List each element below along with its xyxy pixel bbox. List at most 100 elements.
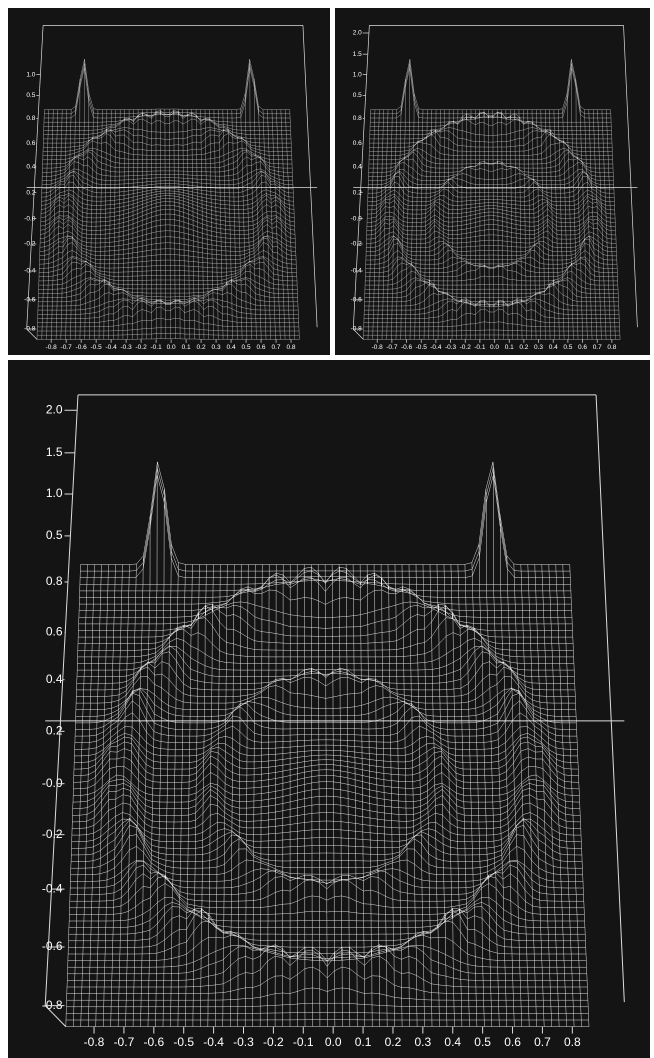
- mesh-line: [548, 564, 567, 1027]
- mesh-line: [200, 109, 205, 340]
- mesh-line: [42, 147, 292, 160]
- mesh-line: [271, 109, 281, 340]
- mesh-line: [359, 564, 366, 1027]
- mesh-line: [42, 156, 293, 173]
- mesh-line: [415, 564, 425, 1027]
- mesh-line: [368, 150, 613, 165]
- mesh-line: [520, 564, 537, 1027]
- mesh-line: [178, 109, 181, 339]
- mesh-line: [364, 284, 619, 302]
- mesh-line: [137, 109, 139, 340]
- mesh-line: [71, 819, 582, 856]
- surface-plot: 1.00.50.80.60.40.2-0.0-0.2-0.4-0.6-0.8-0…: [24, 25, 318, 351]
- mesh-line: [41, 194, 295, 210]
- y-tick-label: 0.2: [46, 724, 63, 738]
- mesh-line: [40, 201, 295, 219]
- mesh-line: [369, 130, 612, 144]
- mesh-line: [43, 110, 291, 127]
- mesh-line: [67, 949, 588, 988]
- mesh-line: [370, 112, 612, 127]
- mesh-line: [43, 111, 291, 131]
- mesh-line: [370, 116, 612, 123]
- mesh-line: [367, 196, 615, 211]
- y-tick-label: -0.0: [351, 215, 363, 222]
- mesh-line: [38, 263, 297, 282]
- x-tick-label: -0.1: [293, 1035, 314, 1049]
- mesh-line: [369, 127, 612, 140]
- mesh-line: [400, 78, 406, 340]
- mesh-line: [46, 109, 54, 340]
- mesh-line: [79, 59, 85, 340]
- x-tick-label: -0.1: [150, 344, 162, 351]
- x-tick-label: 0.8: [607, 344, 616, 351]
- mesh-line: [253, 78, 262, 340]
- y-tick-label: 0.8: [26, 115, 35, 122]
- mesh-line: [71, 818, 582, 843]
- mesh-line: [366, 215, 616, 227]
- x-tick-label: 0.0: [490, 344, 499, 351]
- mesh-line: [42, 150, 292, 165]
- mesh-line: [408, 564, 418, 1027]
- x-tick-label: -0.4: [106, 344, 118, 351]
- x-tick-label: -0.8: [46, 344, 58, 351]
- panel-bg: [8, 8, 330, 355]
- mesh-line: [370, 67, 611, 119]
- y-tick-label: 1.0: [46, 486, 63, 500]
- mesh-line: [37, 306, 299, 323]
- y-tick-label: 0.4: [26, 164, 35, 171]
- y-tick-label: 2.0: [353, 30, 362, 37]
- panel-bg: [8, 360, 650, 1058]
- mesh-line: [428, 109, 432, 340]
- x-tick-label: 0.0: [167, 344, 176, 351]
- x-tick-label: 0.1: [355, 1035, 372, 1049]
- x-tick-label: -0.2: [136, 344, 148, 351]
- mesh-line: [70, 861, 584, 889]
- box-edge: [26, 25, 44, 329]
- mesh-line: [72, 783, 580, 809]
- mesh-line: [39, 257, 297, 273]
- mesh-line: [69, 872, 584, 902]
- mesh-line: [365, 262, 618, 277]
- mesh-line: [562, 564, 582, 1027]
- mesh-line: [386, 109, 393, 340]
- surface-plot: 2.0 1.5 1.0 0.5 0.8 0.6 0.4 0.2 -0.0 -0.2 -0.4 -0.6…: [351, 25, 638, 351]
- mesh-line: [366, 231, 617, 244]
- x-tick-label: 0.6: [257, 344, 266, 351]
- x-tick-label: -0.8: [372, 344, 384, 351]
- mesh-line: [43, 129, 292, 144]
- mesh-line: [394, 564, 403, 1027]
- mesh-line: [391, 109, 397, 340]
- mesh-line: [553, 109, 560, 340]
- box-edge: [302, 25, 318, 328]
- mesh-line: [365, 258, 618, 273]
- mesh-line: [66, 966, 588, 994]
- mesh-line: [70, 846, 583, 876]
- mesh-line: [366, 235, 617, 252]
- x-tick-label: 0.6: [578, 344, 587, 351]
- mesh-line: [244, 93, 252, 340]
- y-tick-label: 1.0: [353, 71, 362, 78]
- mesh-line: [94, 109, 99, 340]
- mesh-line: [72, 787, 581, 816]
- mesh-line: [40, 224, 296, 239]
- mesh-line: [70, 106, 76, 340]
- mesh-line: [364, 279, 619, 294]
- mesh-line: [65, 109, 72, 340]
- mesh-line: [370, 63, 611, 114]
- mesh-line: [69, 897, 585, 922]
- mesh-line: [72, 794, 581, 823]
- x-tick-label: 0.4: [549, 344, 558, 351]
- y-tick-label: -0.0: [42, 776, 63, 790]
- mesh-line: [505, 109, 509, 340]
- mesh-line: [164, 109, 166, 339]
- y-tick-label: 0.6: [26, 140, 35, 147]
- mesh-line: [218, 109, 224, 340]
- mesh-line: [368, 170, 614, 185]
- x-tick-label: 0.7: [272, 344, 281, 351]
- mesh-line: [38, 279, 298, 298]
- x-tick-label: -0.4: [203, 1035, 224, 1049]
- mesh-line: [40, 198, 295, 214]
- mesh-line: [450, 564, 463, 1027]
- mesh-line: [395, 106, 402, 340]
- mesh-line: [113, 109, 116, 340]
